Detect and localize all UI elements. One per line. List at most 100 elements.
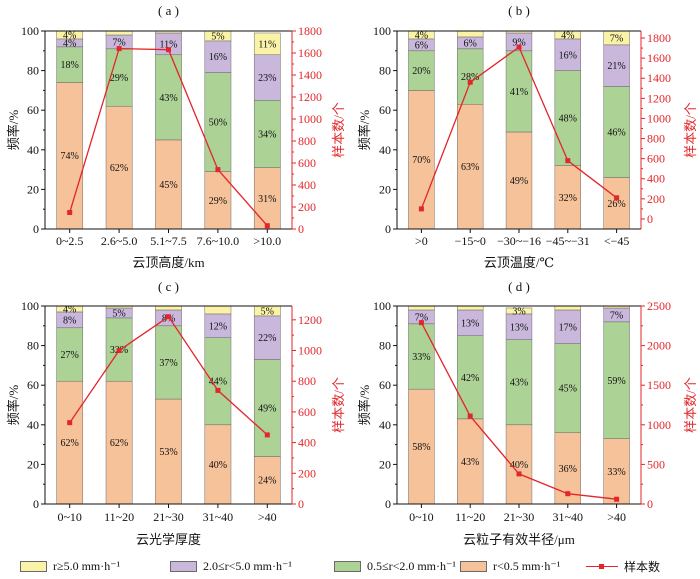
x-tick-label: 31~40 <box>203 510 234 524</box>
sample-count-point <box>264 223 270 229</box>
y-tick-label: 0 <box>385 497 391 511</box>
y2-tick-label: 1500 <box>647 378 671 392</box>
bar-label: 62% <box>110 163 128 174</box>
bar-label: 6% <box>464 38 477 49</box>
bar-label: 11% <box>258 39 276 50</box>
bar-segment <box>554 305 581 311</box>
legend-label: 2.0≤r<5.0 mm·h⁻¹ <box>203 558 292 573</box>
y2-tick-label: 1200 <box>647 91 671 105</box>
bar-label: 13% <box>461 318 479 329</box>
y-tick-label: 40 <box>27 143 39 157</box>
y2-tick-label: 1600 <box>298 46 322 60</box>
y-tick-label: 40 <box>379 418 391 432</box>
bar-label: 62% <box>61 438 79 449</box>
x-tick-label: 2.6~5.0 <box>101 234 138 248</box>
bar-label: 7% <box>610 33 623 44</box>
y-tick-label: 20 <box>27 182 39 196</box>
bar-label: 49% <box>258 403 276 414</box>
x-tick-label: 11~20 <box>104 510 134 524</box>
sample-count-point <box>67 210 73 215</box>
y2-tick-label: 1000 <box>298 344 322 358</box>
bar-label: 11% <box>160 39 178 50</box>
bar-label: 18% <box>61 60 79 71</box>
bar-label: 70% <box>412 155 430 166</box>
bar-segment <box>253 359 281 457</box>
bar-segment <box>408 305 435 311</box>
y2-tick-label: 200 <box>647 192 665 206</box>
sample-count-point <box>614 195 620 201</box>
bar-segment <box>155 139 182 230</box>
chart-title: ( b ) <box>508 3 530 18</box>
bar-segment <box>603 86 630 178</box>
sample-count-point <box>116 348 122 354</box>
bar-label: 16% <box>209 52 227 63</box>
bar-label: 3% <box>512 306 525 317</box>
y2-tick-label: 1200 <box>298 90 322 104</box>
sample-count-point <box>565 158 571 164</box>
x-tick-label: −45~−31 <box>546 234 590 248</box>
bar-segment <box>457 305 484 311</box>
bar-label: 13% <box>510 322 528 333</box>
chart-panel: 70%20%6%4%63%28%6%49%41%9%32%48%16%4%26%… <box>357 3 698 270</box>
y2-tick-label: 1000 <box>647 418 671 432</box>
bar-label: 42% <box>461 373 479 384</box>
x-tick-label: −15~0 <box>455 234 486 248</box>
bar-label: 16% <box>559 50 577 61</box>
y2-tick-label: 800 <box>298 134 316 148</box>
bar-label: 43% <box>461 457 479 468</box>
y2-tick-label: 1000 <box>647 111 671 125</box>
y2-tick-label: 200 <box>298 466 316 480</box>
bar-segment <box>204 40 232 73</box>
y2-tick-label: 400 <box>298 436 316 450</box>
bar-label: 4% <box>415 30 428 41</box>
chart-title: ( c ) <box>158 279 179 294</box>
bar-segment <box>105 380 133 505</box>
legend-item: r≥5.0 mm·h⁻¹ <box>20 557 120 575</box>
y-tick-label: 60 <box>379 378 391 392</box>
bar-segment <box>155 54 182 141</box>
bar-label: 7% <box>610 310 623 321</box>
bar-label: 32% <box>559 193 577 204</box>
y2-tick-label: 1400 <box>647 71 671 85</box>
y-tick-label: 0 <box>385 222 391 236</box>
x-axis-label: 云粒子有效半径/μm <box>463 532 575 547</box>
bar-segment <box>253 315 281 360</box>
bar-label: 43% <box>159 93 177 104</box>
bar-label: 43% <box>510 378 528 389</box>
legend-line-swatch <box>586 561 618 572</box>
bar-label: 40% <box>209 460 227 471</box>
legend-swatch <box>20 560 47 572</box>
bar-segment <box>603 321 630 439</box>
bar-segment <box>554 309 581 344</box>
x-axis-label: 云顶温度/℃ <box>484 255 554 270</box>
y2-tick-label: 400 <box>298 178 316 192</box>
bar-label: 48% <box>559 114 577 125</box>
bar-label: 5% <box>112 308 125 319</box>
y-tick-label: 80 <box>27 339 39 353</box>
bar-label: 5% <box>211 31 224 42</box>
y2-axis-label: 样本数/个 <box>683 377 698 433</box>
bar-segment <box>155 398 182 505</box>
legend-item: 0.5≤r<2.0 mm·h⁻¹ <box>334 557 456 575</box>
y-tick-label: 0 <box>33 222 39 236</box>
bar-label: 31% <box>258 194 276 205</box>
y2-tick-label: 2500 <box>647 299 671 313</box>
bar-segment <box>204 72 232 172</box>
y-axis-label: 频率/% <box>6 110 21 151</box>
y-tick-label: 40 <box>27 418 39 432</box>
bar-segment <box>505 131 533 230</box>
bar-label: 4% <box>63 30 76 41</box>
bar-label: 45% <box>159 180 177 191</box>
legend-swatch <box>170 560 197 572</box>
y2-tick-label: 200 <box>298 200 316 214</box>
bar-label: 45% <box>559 384 577 395</box>
y2-tick-label: 1800 <box>298 24 322 38</box>
bar-segment <box>56 380 84 505</box>
bar-label: 4% <box>63 304 76 315</box>
bar-segment <box>253 167 281 230</box>
y-tick-label: 100 <box>21 24 39 38</box>
bar-label: 12% <box>209 321 227 332</box>
y2-tick-label: 1800 <box>647 31 671 45</box>
y-tick-label: 40 <box>379 143 391 157</box>
legend-item: r<0.5 mm·h⁻¹ <box>460 557 560 575</box>
